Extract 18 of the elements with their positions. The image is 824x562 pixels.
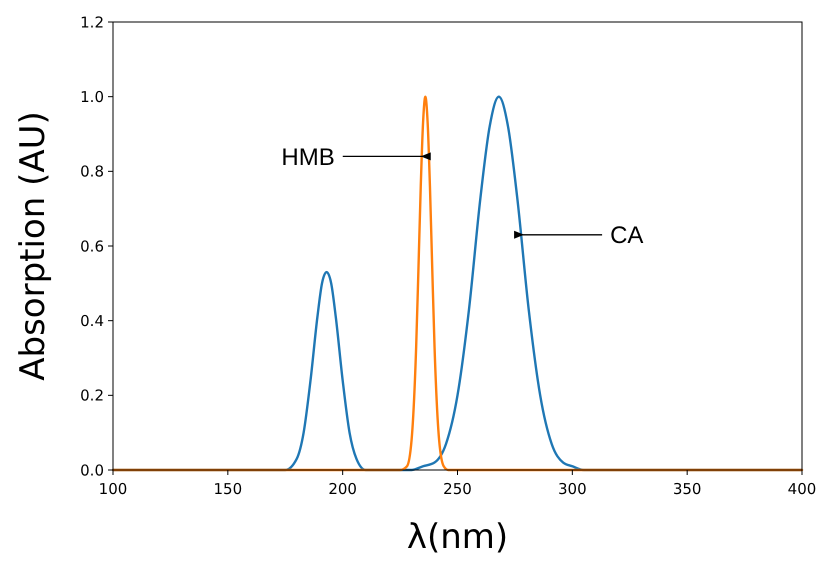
- y-tick-label: 0.4: [80, 312, 104, 330]
- annotation: HMB: [281, 144, 335, 171]
- x-axis-title: λ(nm): [406, 517, 508, 557]
- x-tick-label: 400: [788, 480, 816, 498]
- x-tick-label: 300: [558, 480, 587, 498]
- x-tick-label: 200: [328, 480, 357, 498]
- annotation: CA: [610, 222, 644, 250]
- x-tick-label: 350: [672, 480, 702, 498]
- y-tick-label: 0.8: [80, 162, 104, 181]
- y-axis-title: Absorption (AU): [13, 111, 53, 381]
- y-tick-label: 1.0: [80, 88, 104, 106]
- y-tick-label: 1.2: [80, 13, 104, 32]
- x-tick-label: 250: [443, 480, 472, 498]
- y-tick-label: 0.0: [80, 461, 104, 480]
- x-tick-label: 150: [214, 480, 242, 498]
- y-tick-label: 0.2: [80, 386, 104, 405]
- x-tick-label: 100: [98, 480, 128, 498]
- y-tick-label: 0.6: [80, 237, 104, 256]
